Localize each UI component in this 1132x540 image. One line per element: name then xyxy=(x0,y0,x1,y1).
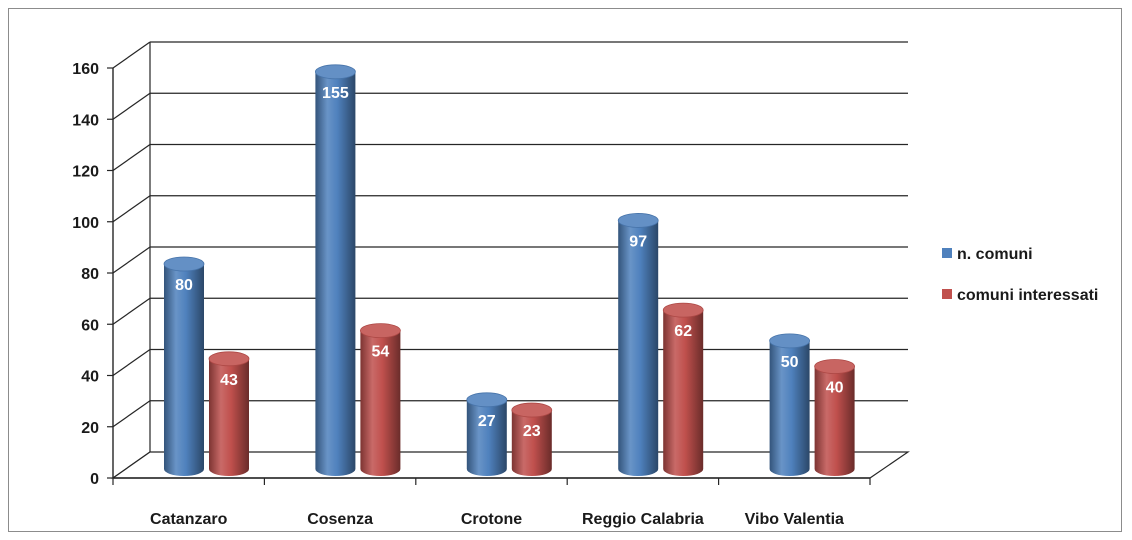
bar-body xyxy=(618,220,659,476)
bar-body xyxy=(769,340,810,476)
bar-cap xyxy=(359,323,401,339)
grid-diagonal xyxy=(112,349,151,376)
y-tick-label: 60 xyxy=(81,317,99,334)
x-tick-label: Cosenza xyxy=(307,511,373,528)
y-tick-label: 40 xyxy=(81,369,99,386)
bar-cap xyxy=(314,64,356,80)
bar-cap xyxy=(208,351,250,367)
data-label: 50 xyxy=(781,354,799,371)
legend-label: n. comuni xyxy=(957,246,1033,263)
x-tick-label: Vibo Valentia xyxy=(745,511,844,528)
bar-cap xyxy=(617,213,659,228)
bar-n-comuni: 50 xyxy=(769,333,810,476)
data-label: 62 xyxy=(674,323,692,340)
grid-diagonal xyxy=(112,41,151,69)
legend-swatch xyxy=(942,289,952,299)
data-label: 43 xyxy=(220,372,238,389)
bar-comuni-interessati: 43 xyxy=(208,351,250,476)
bar-comuni-interessati: 40 xyxy=(814,359,855,476)
y-tick-label: 80 xyxy=(81,266,99,283)
grid-diagonal xyxy=(112,246,151,274)
bar-body xyxy=(360,330,401,476)
bar-cap xyxy=(769,333,810,349)
bar-comuni-interessati: 54 xyxy=(359,323,401,476)
grid-diagonal xyxy=(112,144,151,171)
bar-cap xyxy=(466,392,508,408)
grid-diagonal xyxy=(112,92,151,120)
bar-n-comuni: 155 xyxy=(314,64,356,476)
bar-body xyxy=(663,310,704,476)
bar-n-comuni: 27 xyxy=(466,392,508,476)
y-tick-label: 140 xyxy=(72,112,99,129)
grid-diagonal xyxy=(112,400,151,428)
y-tick-label: 120 xyxy=(72,164,99,181)
grid-diagonal xyxy=(112,297,151,325)
bar-cap xyxy=(511,402,553,418)
bar-body xyxy=(315,71,356,476)
grid-diagonal xyxy=(112,195,151,223)
bar-body xyxy=(511,410,552,476)
data-label: 23 xyxy=(523,423,541,440)
bar-cap xyxy=(662,302,704,318)
bar-cap xyxy=(814,359,855,374)
data-label: 40 xyxy=(826,380,844,397)
data-label: 54 xyxy=(372,344,390,361)
legend-swatch xyxy=(942,248,952,258)
x-tick-label: Catanzaro xyxy=(150,511,228,528)
bar-n-comuni: 80 xyxy=(163,256,205,476)
bar-body xyxy=(814,366,855,476)
bar-body xyxy=(164,264,204,476)
y-tick-label: 20 xyxy=(81,420,99,437)
x-tick-label: Crotone xyxy=(461,511,522,528)
bar-body xyxy=(466,399,507,476)
bar-comuni-interessati: 23 xyxy=(511,402,553,476)
data-label: 80 xyxy=(175,277,193,294)
legend-label: comuni interessati xyxy=(957,287,1098,304)
bar-body xyxy=(209,358,249,476)
bar-n-comuni: 97 xyxy=(617,213,659,476)
bar-cap xyxy=(163,256,205,272)
y-tick-label: 0 xyxy=(90,471,99,488)
y-tick-label: 160 xyxy=(72,61,99,78)
data-label: 97 xyxy=(629,233,647,250)
data-label: 155 xyxy=(322,85,349,102)
y-tick-label: 100 xyxy=(72,215,99,232)
bar-comuni-interessati: 62 xyxy=(662,302,704,476)
x-tick-label: Reggio Calabria xyxy=(582,511,704,528)
data-label: 27 xyxy=(478,413,496,430)
